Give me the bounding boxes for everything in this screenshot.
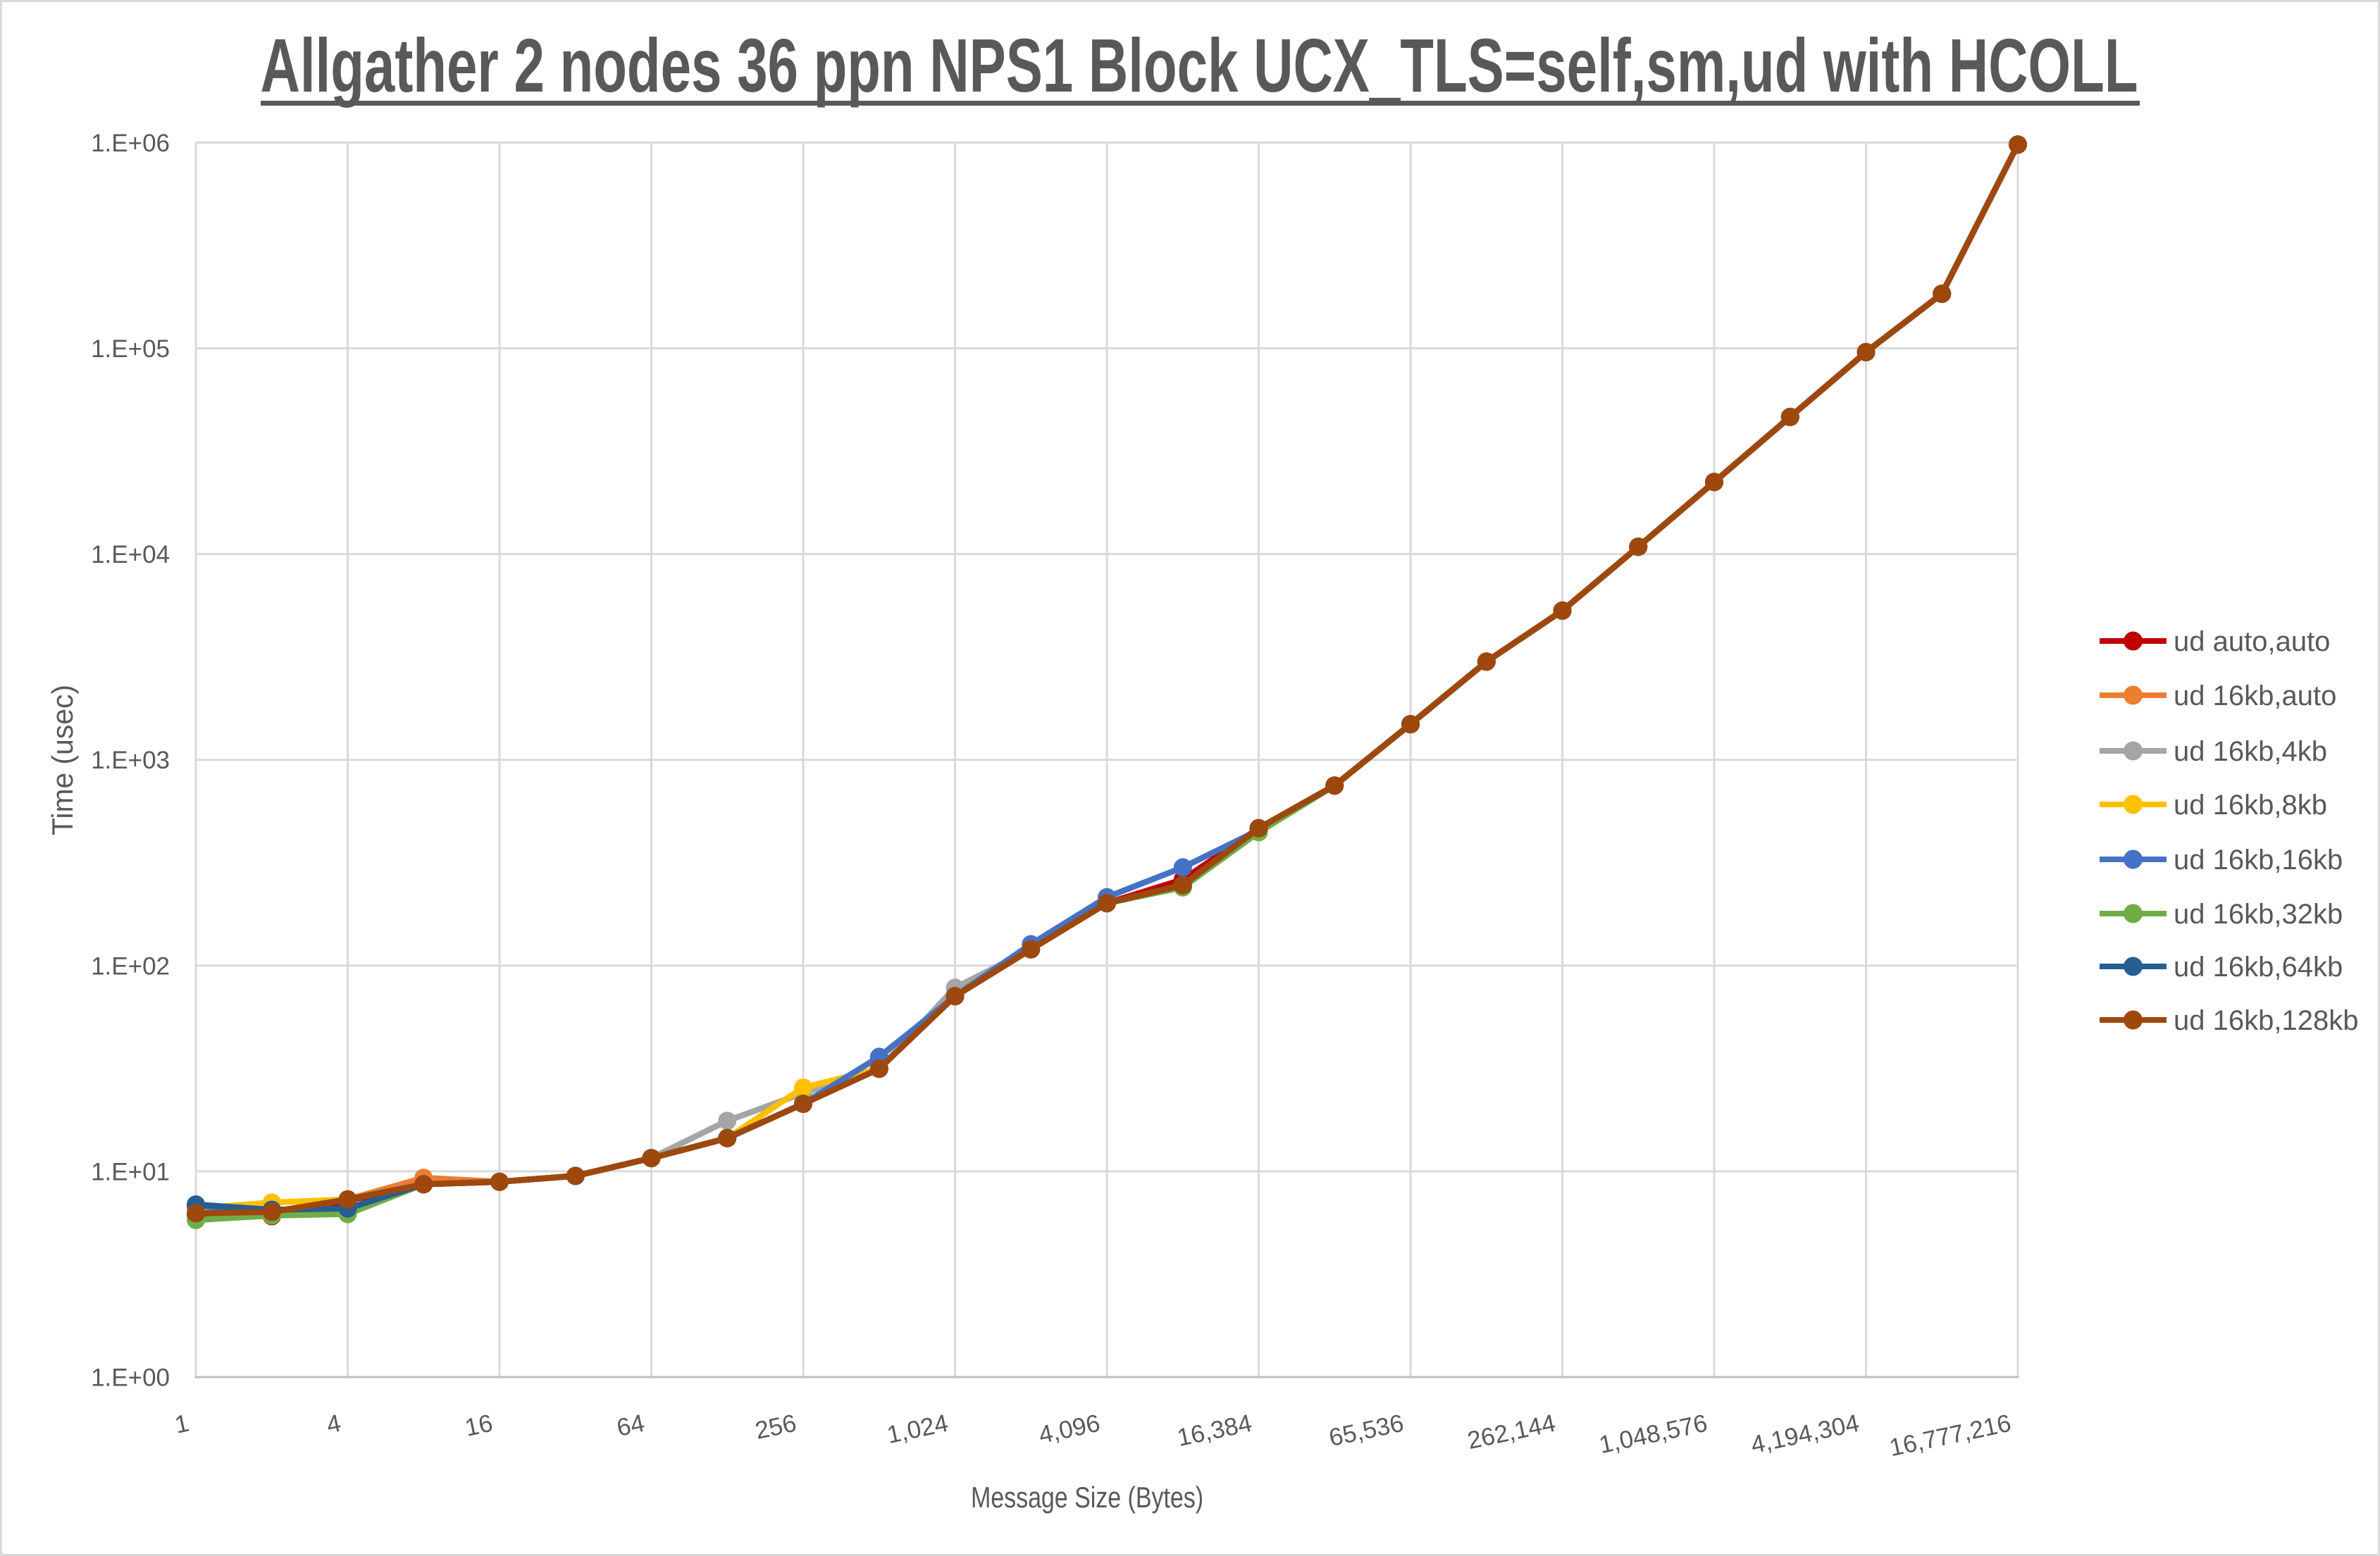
svg-text:1.E+06: 1.E+06 [91,130,170,157]
svg-text:ud 16kb,8kb: ud 16kb,8kb [2174,790,2327,821]
svg-text:Allgather 2 nodes 36 ppn NPS1: Allgather 2 nodes 36 ppn NPS1 Block UCX_… [261,23,2138,108]
svg-text:1.E+00: 1.E+00 [91,1364,170,1392]
svg-text:ud 16kb,auto: ud 16kb,auto [2174,680,2336,711]
svg-text:1.E+04: 1.E+04 [91,541,170,568]
svg-text:ud 16kb,128kb: ud 16kb,128kb [2174,1005,2358,1036]
svg-text:ud 16kb,64kb: ud 16kb,64kb [2174,952,2343,983]
svg-text:ud 16kb,16kb: ud 16kb,16kb [2174,845,2343,876]
svg-text:1.E+05: 1.E+05 [91,335,170,363]
svg-text:ud 16kb,4kb: ud 16kb,4kb [2174,736,2327,767]
svg-text:1.E+01: 1.E+01 [91,1158,170,1185]
svg-text:ud auto,auto: ud auto,auto [2174,626,2330,657]
svg-text:Message Size (Bytes): Message Size (Bytes) [971,1481,1203,1514]
svg-text:Time (usec): Time (usec) [46,685,79,835]
svg-text:1.E+03: 1.E+03 [91,747,170,774]
svg-text:16: 16 [462,1409,495,1442]
svg-text:64: 64 [614,1409,647,1442]
svg-text:1.E+02: 1.E+02 [91,952,170,980]
svg-text:ud 16kb,32kb: ud 16kb,32kb [2174,899,2343,930]
